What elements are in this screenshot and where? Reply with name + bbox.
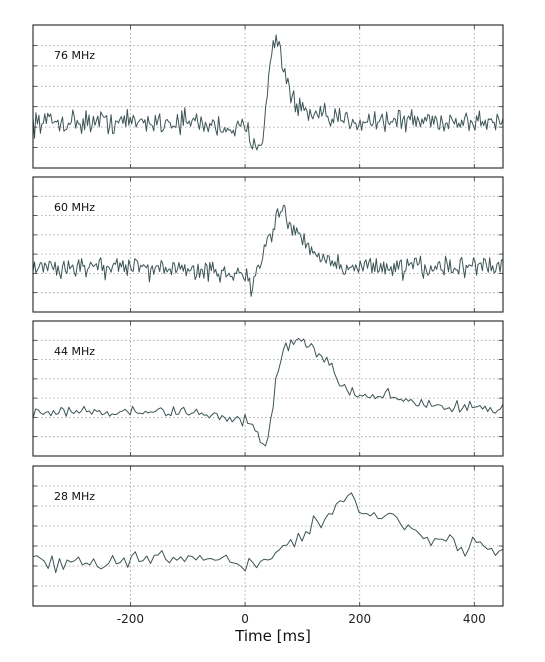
x-tick-label: -200: [117, 612, 144, 626]
signal-line: [32, 337, 504, 447]
x-tick-label: 400: [463, 612, 486, 626]
x-tick-label: 200: [348, 612, 371, 626]
panel-1: 60 MHz: [32, 176, 504, 313]
x-axis-tick-labels: -200 0 200 400: [117, 612, 486, 626]
panel-3: 28 MHz: [32, 465, 504, 607]
signal-line: [32, 492, 504, 574]
signal-line: [32, 34, 504, 151]
chart-panels: 76 MHz 60 MHz 44 MHz 28 MHz: [32, 24, 504, 607]
panel-2: 44 MHz: [32, 320, 504, 457]
x-axis-title: Time [ms]: [234, 627, 311, 645]
panel-frame: [32, 176, 504, 313]
panel-frame: [32, 320, 504, 457]
panel-frame: [32, 24, 504, 169]
x-tick-label: 0: [241, 612, 249, 626]
panel-label: 76 MHz: [54, 49, 95, 62]
panel-label: 28 MHz: [54, 490, 95, 503]
panel-label: 44 MHz: [54, 345, 95, 358]
signal-line: [32, 204, 504, 297]
panel-frame: [32, 465, 504, 607]
panel-0: 76 MHz: [32, 24, 504, 169]
panel-label: 60 MHz: [54, 201, 95, 214]
